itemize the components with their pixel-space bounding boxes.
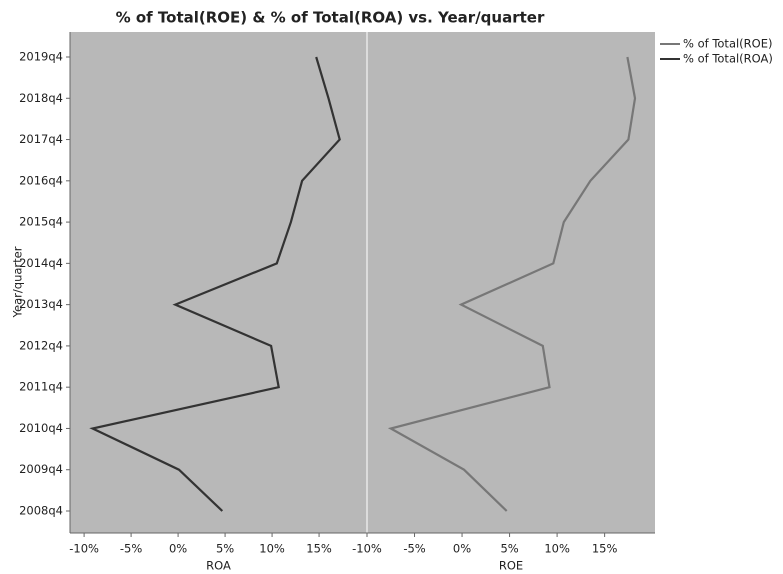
legend-label: % of Total(ROA) bbox=[683, 52, 773, 66]
y-tick-label: 2009q4 bbox=[19, 462, 63, 476]
x-axis-title: ROE bbox=[499, 559, 523, 573]
x-axis-title: ROA bbox=[206, 559, 231, 573]
series-line bbox=[387, 56, 637, 512]
y-tick-label: 2013q4 bbox=[19, 297, 63, 311]
y-tick-label: 2010q4 bbox=[19, 421, 63, 435]
legend-label: % of Total(ROE) bbox=[683, 37, 772, 51]
y-tick-label: 2008q4 bbox=[19, 504, 63, 518]
x-tick-label: 15% bbox=[306, 542, 332, 556]
x-tick-label: 0% bbox=[169, 542, 187, 556]
y-tick-label: 2011q4 bbox=[19, 380, 63, 394]
chart-title: % of Total(ROE) & % of Total(ROA) vs. Ye… bbox=[116, 9, 545, 27]
y-tick-label: 2016q4 bbox=[19, 173, 63, 187]
plot-area bbox=[70, 32, 655, 533]
x-tick-label: -10% bbox=[352, 542, 382, 556]
x-tick-label: 5% bbox=[216, 542, 234, 556]
y-tick-label: 2018q4 bbox=[19, 91, 63, 105]
x-tick-label: 5% bbox=[500, 542, 518, 556]
x-tick-label: -10% bbox=[69, 542, 99, 556]
x-tick-label: -5% bbox=[403, 542, 425, 556]
x-tick-label: 10% bbox=[259, 542, 285, 556]
x-tick-label: -5% bbox=[120, 542, 142, 556]
y-tick-label: 2017q4 bbox=[19, 132, 63, 146]
x-tick-label: 15% bbox=[592, 542, 618, 556]
y-tick-label: 2014q4 bbox=[19, 256, 63, 270]
x-tick-label: 10% bbox=[544, 542, 570, 556]
series-line bbox=[89, 56, 341, 512]
y-tick-label: 2015q4 bbox=[19, 215, 63, 229]
x-tick-label: 0% bbox=[453, 542, 471, 556]
y-axis-title: Year/quarter bbox=[11, 246, 25, 318]
y-tick-label: 2019q4 bbox=[19, 50, 63, 64]
y-tick-label: 2012q4 bbox=[19, 338, 63, 352]
